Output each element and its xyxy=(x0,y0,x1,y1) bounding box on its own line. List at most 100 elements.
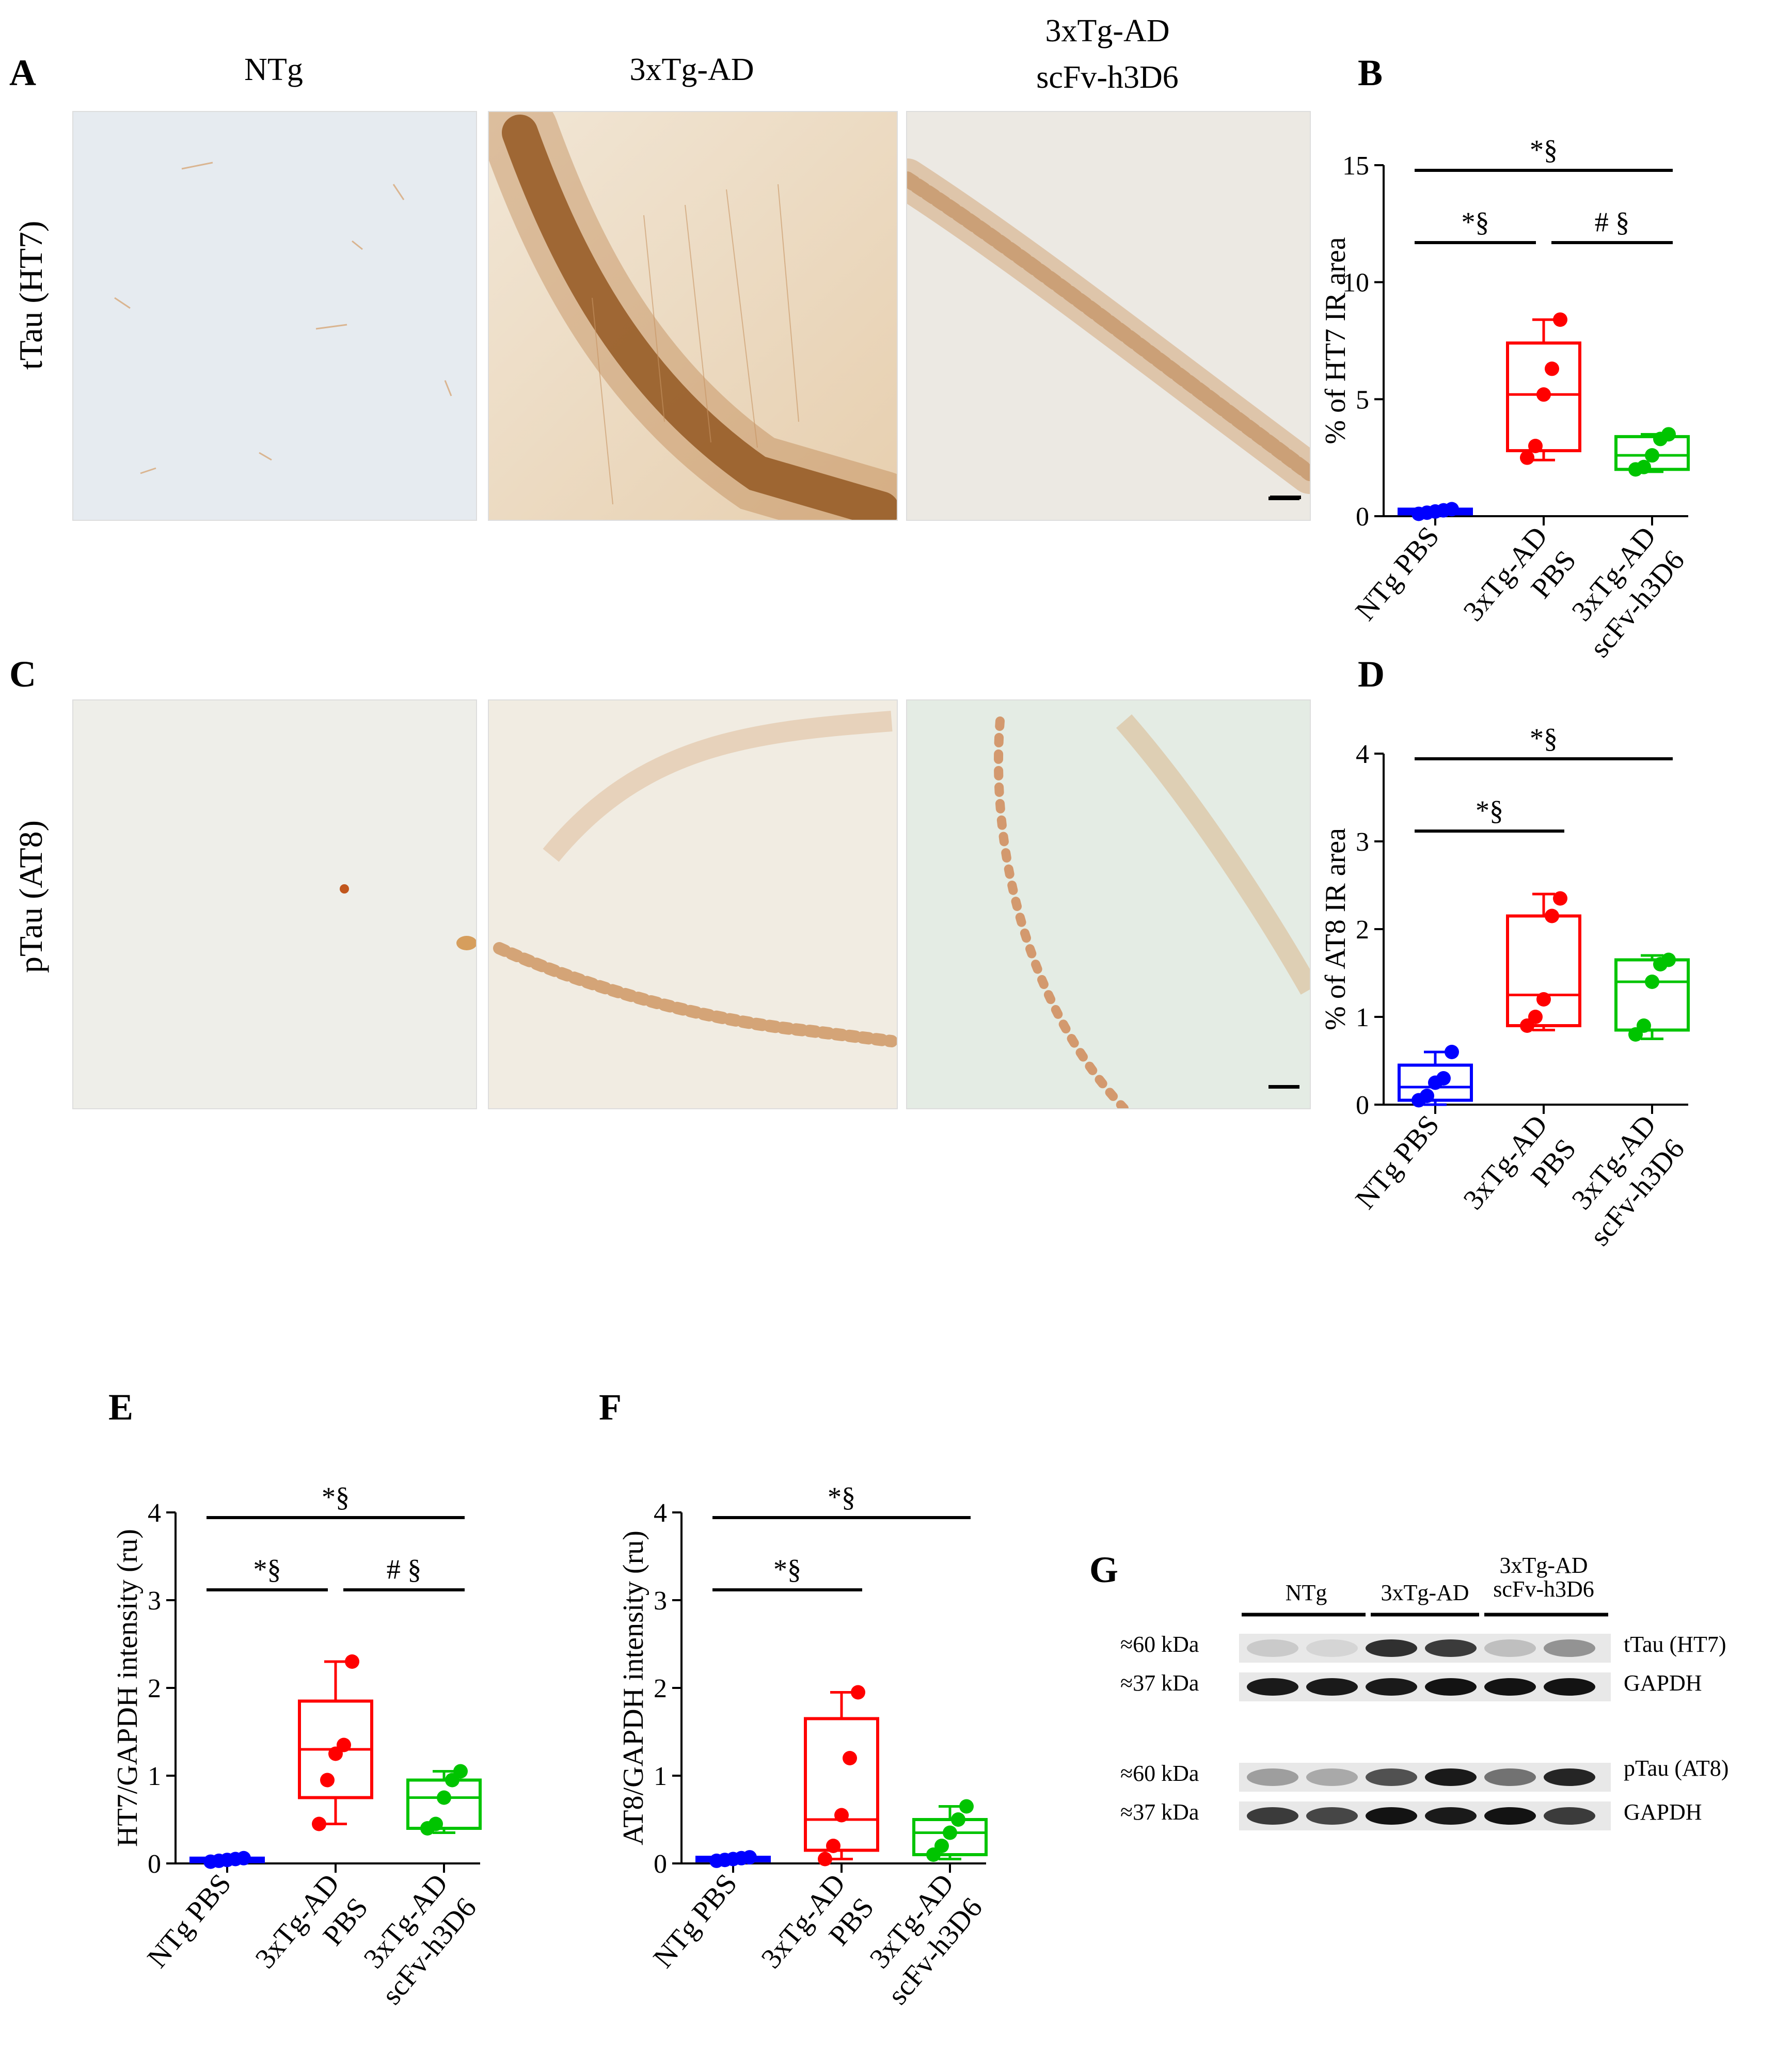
data-point xyxy=(1637,1018,1651,1033)
data-point xyxy=(742,1850,757,1865)
blot-band xyxy=(1306,1768,1358,1786)
box xyxy=(1398,1063,1473,1102)
blot-group-lines xyxy=(1242,1613,1608,1617)
blot-band xyxy=(1366,1639,1417,1657)
micrograph-3xtg-ptau xyxy=(488,699,898,1109)
y-tick-label: 2 xyxy=(654,1674,667,1703)
blot-band xyxy=(1484,1807,1536,1825)
data-point xyxy=(437,1790,451,1805)
data-point xyxy=(1553,312,1567,327)
box xyxy=(912,1818,988,1856)
x-tick-label: 3xTg-ADscFv-h3D6 xyxy=(1555,1109,1691,1252)
blot-mw-2: ≈37 kDa xyxy=(1120,1670,1199,1696)
y-tick-label: 0 xyxy=(654,1849,667,1879)
scale-bar xyxy=(1270,496,1301,499)
row-label-ttau: tTau (HT7) xyxy=(12,220,49,370)
western-blot xyxy=(1239,1634,1611,1830)
box xyxy=(1614,435,1690,471)
blot-band xyxy=(1425,1639,1477,1657)
data-point xyxy=(1637,459,1651,474)
blot-label-ttau: tTau (HT7) xyxy=(1624,1632,1726,1657)
blot-band xyxy=(1306,1807,1358,1825)
blot-band xyxy=(1306,1639,1358,1657)
data-point xyxy=(818,1852,832,1867)
x-tick-label: 3xTg-ADPBS xyxy=(1457,1109,1582,1240)
significance-label: *§ xyxy=(1476,795,1503,826)
significance-label: *§ xyxy=(773,1554,801,1585)
y-tick-label: 3 xyxy=(148,1586,161,1616)
x-tick-label: 3xTg-ADscFv-h3D6 xyxy=(347,1868,483,2011)
box xyxy=(1506,341,1581,453)
blot-band xyxy=(1247,1807,1298,1825)
x-tick-label: 3xTg-ADPBS xyxy=(755,1868,880,1999)
data-point xyxy=(312,1816,326,1831)
data-point xyxy=(1528,1010,1543,1024)
data-point xyxy=(1553,891,1567,906)
significance-label: # § xyxy=(387,1554,422,1585)
blot-band xyxy=(1247,1678,1298,1696)
y-tick-label: 15 xyxy=(1342,151,1369,181)
data-point xyxy=(1536,992,1551,1007)
panel-label-e: E xyxy=(108,1386,134,1428)
x-tick-label: NTg PBS xyxy=(647,1868,743,1974)
blot-band xyxy=(1366,1678,1417,1696)
data-point xyxy=(951,1812,965,1827)
column-header-3xtg-ad: 3xTg-AD xyxy=(629,52,754,87)
data-point xyxy=(959,1799,974,1814)
significance-label: *§ xyxy=(1530,723,1558,754)
blot-band xyxy=(1366,1768,1417,1786)
panel-label-b: B xyxy=(1358,52,1383,93)
blot-label-gapdh-1: GAPDH xyxy=(1624,1670,1702,1696)
y-tick-label: 3 xyxy=(1356,827,1369,857)
significance-label: *§ xyxy=(253,1554,281,1585)
blot-label-ptau: pTau (AT8) xyxy=(1624,1756,1729,1781)
blot-group-3xtg: 3xTg-AD xyxy=(1381,1580,1469,1605)
micrograph-3xtg-ttau xyxy=(488,111,898,521)
micrograph-scfv-ttau xyxy=(906,111,1311,521)
data-point xyxy=(1545,908,1559,923)
data-point xyxy=(1528,439,1543,453)
x-tick-label: 3xTg-ADscFv-h3D6 xyxy=(853,1868,989,2011)
data-point xyxy=(1445,502,1459,517)
data-point xyxy=(1520,450,1534,465)
y-tick-label: 2 xyxy=(148,1674,161,1703)
x-tick-label: 3xTg-ADscFv-h3D6 xyxy=(1555,521,1691,664)
blot-band xyxy=(1544,1768,1595,1786)
y-tick-label: 10 xyxy=(1342,268,1369,298)
box xyxy=(1506,914,1581,1027)
blot-mw-3: ≈60 kDa xyxy=(1120,1761,1199,1786)
column-header-3xtg-ad-scfv: 3xTg-AD scFv-h3D6 xyxy=(1036,13,1179,95)
data-point xyxy=(345,1654,359,1669)
y-tick-label: 0 xyxy=(148,1849,161,1879)
data-point xyxy=(236,1851,251,1865)
y-tick-label: 2 xyxy=(1356,915,1369,945)
x-tick-label: NTg PBS xyxy=(141,1868,237,1974)
data-point xyxy=(453,1764,468,1779)
blot-band xyxy=(1484,1639,1536,1657)
blot-mw-1: ≈60 kDa xyxy=(1120,1632,1199,1657)
data-point xyxy=(1661,427,1676,442)
y-tick-label: 1 xyxy=(654,1762,667,1791)
row-label-ptau: pTau (AT8) xyxy=(12,820,49,973)
significance-label: # § xyxy=(1595,206,1630,237)
x-tick-label: 3xTg-ADPBS xyxy=(249,1868,374,1999)
significance-label: *§ xyxy=(1530,134,1558,165)
blot-group-scfv: 3xTg-AD scFv-h3D6 xyxy=(1493,1553,1594,1602)
significance-label: *§ xyxy=(1462,206,1489,237)
panel-label-c: C xyxy=(9,653,36,695)
y-axis-label: AT8/GAPDH intensity (ru) xyxy=(617,1530,649,1845)
y-tick-label: 1 xyxy=(148,1762,161,1791)
data-point xyxy=(1420,1089,1434,1103)
data-point xyxy=(934,1839,949,1853)
significance-label: *§ xyxy=(828,1481,855,1512)
column-header-ntg: NTg xyxy=(244,52,303,87)
data-point xyxy=(1645,975,1659,989)
data-point xyxy=(429,1816,443,1831)
data-point xyxy=(337,1737,351,1752)
data-point xyxy=(851,1685,865,1700)
y-tick-label: 1 xyxy=(1356,1003,1369,1032)
x-tick-label: 3xTg-ADPBS xyxy=(1457,521,1582,651)
